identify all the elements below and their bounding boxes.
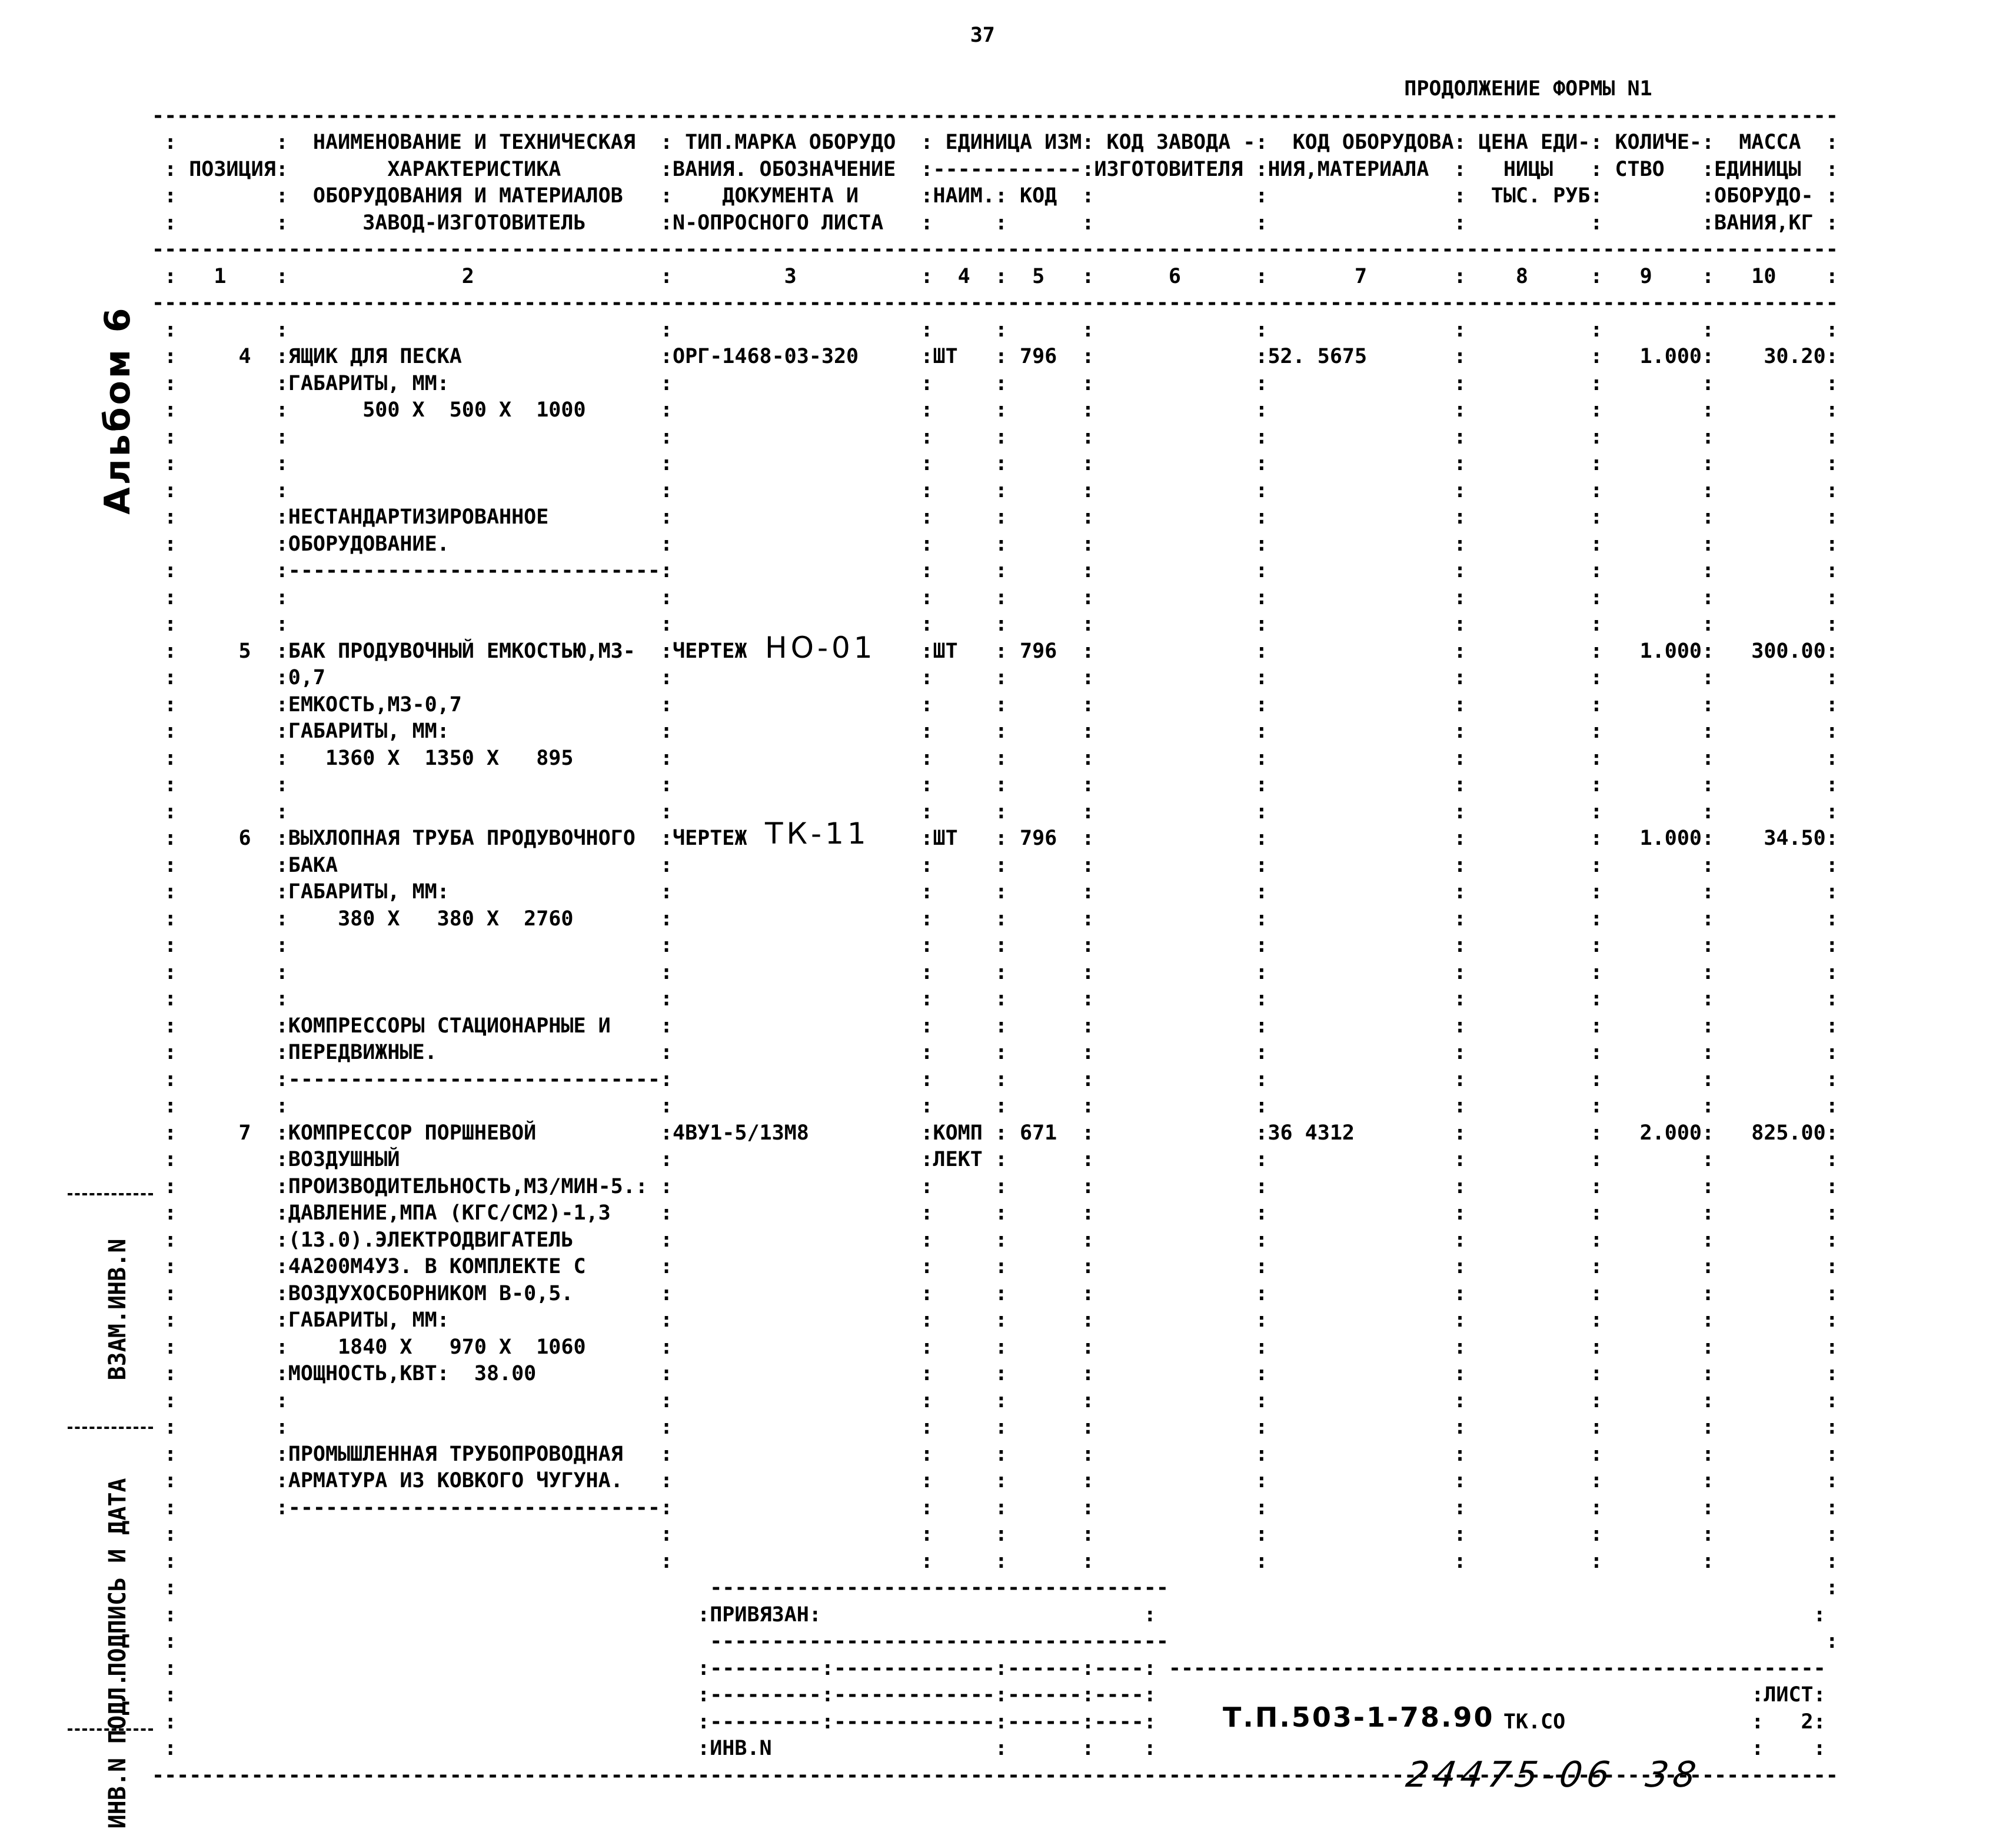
doc-line: : :------------------------------: : : :…	[152, 559, 1838, 582]
doc-line: ----------------------------------------…	[152, 238, 1838, 261]
frame-label-inv-podl: ИНВ.N ПОДЛ.	[104, 1673, 131, 1829]
doc-line: : :---------:-------------:------:----: …	[152, 1710, 1826, 1734]
doc-line: : :------------------------------: : : :…	[152, 1067, 1838, 1091]
doc-line: : : 1840 X 970 X 1060 : : : : : : : : :	[152, 1335, 1838, 1359]
doc-line: : : : : : : : : : : :	[152, 987, 1838, 1011]
doc-line: 37	[152, 24, 995, 47]
doc-line: : 5 :БАК ПРОДУВОЧНЫЙ ЕМКОСТЬЮ,М3- :ЧЕРТЕ…	[152, 639, 1838, 663]
doc-line: : :------------------------------: : : :…	[152, 1495, 1838, 1520]
doc-line: : : : : : : : : : : :	[152, 585, 1838, 609]
doc-line: : : 1360 X 1350 X 895 : : : : : : : : :	[152, 746, 1838, 770]
doc-line: : :КОМПРЕССОРЫ СТАЦИОНАРНЫЕ И : : : : : …	[152, 1014, 1838, 1038]
frame-label-vzam-inv: ВЗАМ.ИНВ.N	[104, 1238, 131, 1381]
doc-line: : :4А200М4У3. В КОМПЛЕКТЕ С : : : : : : …	[152, 1255, 1838, 1278]
doc-line: : : : : : : : : : : :	[152, 452, 1838, 475]
album-side-label: Альбом 6	[97, 305, 138, 515]
doc-line: : :ВОЗДУХОСБОРНИКОМ В-0,5. : : : : : : :…	[152, 1281, 1838, 1305]
doc-line: : : 500 X 500 X 1000 : : : : : : : : :	[152, 398, 1838, 422]
doc-line: : : : : : : : : : : :	[152, 1415, 1838, 1439]
doc-line: : : : : : : : : : : :	[152, 799, 1838, 824]
doc-line: : :АРМАТУРА ИЗ КОВКОГО ЧУГУНА. : : : : :…	[152, 1469, 1838, 1492]
doc-line: : :ГАБАРИТЫ, ММ: : : : : : : : : :	[152, 371, 1838, 395]
doc-line: : :МОЩНОСТЬ,КВТ: 38.00 : : : : : : : : :	[152, 1362, 1838, 1385]
doc-line: : ------------------------------------- …	[152, 1630, 1838, 1653]
doc-line: : : НАИМЕНОВАНИЕ И ТЕХНИЧЕСКАЯ : ТИП.МАР…	[152, 131, 1838, 154]
doc-line: : :0,7 : : : : : : : : :	[152, 666, 1838, 689]
typewriter-sheet: 37 ПРОДОЛЖЕНИЕ ФОРМЫ N1 -----------------…	[152, 22, 1838, 1789]
doc-line: : 6 :ВЫХЛОПНАЯ ТРУБА ПРОДУВОЧНОГО :ЧЕРТЕ…	[152, 827, 1838, 850]
doc-line: : : : : : : : : : : :	[152, 612, 1838, 636]
doc-line: : : : : : : : : : :	[152, 1522, 1838, 1546]
doc-line: : 4 :ЯЩИК ДЛЯ ПЕСКА :ОРГ-1468-03-320 :ШТ…	[152, 345, 1838, 368]
frame-tick	[68, 1427, 153, 1429]
doc-line: : :БАКА : : : : : : : : :	[152, 853, 1838, 877]
doc-line: : : : : : : : : : : :	[152, 1094, 1838, 1118]
doc-line: : ------------------------------------- …	[152, 1576, 1838, 1600]
doc-line: : : : : : : : : : : :	[152, 425, 1838, 449]
doc-line: : :НЕСТАНДАРТИЗИРОВАННОЕ : : : : : : : :…	[152, 505, 1838, 529]
doc-line: : :ГАБАРИТЫ, ММ: : : : : : : : : :	[152, 1308, 1838, 1332]
doc-line: : 7 :КОМПРЕССОР ПОРШНЕВОЙ :4ВУ1-5/13М8 :…	[152, 1121, 1838, 1145]
doc-line: : :---------:-------------:------:----: …	[152, 1683, 1826, 1707]
frame-tick	[68, 1193, 153, 1195]
doc-line: ----------------------------------------…	[152, 104, 1838, 128]
doc-line: : :ВОЗДУШНЫЙ : :ЛЕКТ : : : : : : :	[152, 1148, 1838, 1171]
doc-line: : :ГАБАРИТЫ, ММ: : : : : : : : : :	[152, 719, 1838, 743]
doc-line: : :---------:-------------:------:----: …	[152, 1656, 1826, 1680]
doc-line: : : : : : : : : : :	[152, 1549, 1838, 1573]
doc-line: : : : : : : : : : : :	[152, 478, 1838, 502]
doc-line: : : ОБОРУДОВАНИЯ И МАТЕРИАЛОВ : ДОКУМЕНТ…	[152, 184, 1838, 208]
handwritten-document-number: 24475-06 38	[1403, 1754, 1704, 1795]
doc-line: ----------------------------------------…	[152, 1763, 1838, 1787]
doc-line: : :ИНВ.N : : : : :	[152, 1737, 1826, 1760]
doc-line: : : : : : : : : : : :	[152, 773, 1838, 797]
handwritten-project-series: Т.П.503-1-78.90	[1223, 1701, 1495, 1733]
doc-line: : : : : : : : : : : :	[152, 960, 1838, 984]
doc-line: ----------------------------------------…	[152, 291, 1838, 315]
doc-line: : :ПРИВЯЗАН: : :	[152, 1603, 1826, 1627]
doc-line: : : ЗАВОД-ИЗГОТОВИТЕЛЬ :N-ОПРОСНОГО ЛИСТ…	[152, 211, 1838, 235]
doc-line: : :ЕМКОСТЬ,М3-0,7 : : : : : : : : :	[152, 692, 1838, 717]
doc-line: : :ОБОРУДОВАНИЕ. : : : : : : : : :	[152, 532, 1838, 556]
doc-line: : :ДАВЛЕНИЕ,МПА (КГС/СМ2)-1,3 : : : : : …	[152, 1201, 1838, 1225]
handwritten-drawing-code-tk11: ТК-11	[765, 817, 870, 851]
doc-line: : : : : : : : : : : :	[152, 1388, 1838, 1412]
doc-line	[152, 49, 1838, 76]
doc-line: : ПОЗИЦИЯ: ХАРАКТЕРИСТИКА :ВАНИЯ. ОБОЗНА…	[152, 157, 1838, 181]
doc-line: : 1 : 2 : 3 : 4 : 5 : 6 : 7 : 8 : 9 : 10…	[152, 264, 1838, 288]
handwritten-drawing-code-no01: НО-01	[765, 631, 876, 665]
doc-line: : :(13.0).ЭЛЕКТРОДВИГАТЕЛЬ : : : : : : :…	[152, 1228, 1838, 1252]
doc-line: : :ГАБАРИТЫ, ММ: : : : : : : : : :	[152, 880, 1838, 904]
doc-line: : : : : : : : : : : :	[152, 934, 1838, 957]
doc-line: : : : : : : : : : : :	[152, 318, 1838, 342]
doc-line: : :ПРОИЗВОДИТЕЛЬНОСТЬ,М3/МИН-5.: : : : :…	[152, 1174, 1838, 1198]
doc-line: ПРОДОЛЖЕНИЕ ФОРМЫ N1	[152, 77, 1652, 101]
doc-line: : :ПЕРЕДВИЖНЫЕ. : : : : : : : : :	[152, 1041, 1838, 1064]
doc-line: : : 380 X 380 X 2760 : : : : : : : : :	[152, 907, 1838, 931]
doc-line: : :ПРОМЫШЛЕННАЯ ТРУБОПРОВОДНАЯ : : : : :…	[152, 1442, 1838, 1466]
frame-tick	[68, 1728, 153, 1731]
